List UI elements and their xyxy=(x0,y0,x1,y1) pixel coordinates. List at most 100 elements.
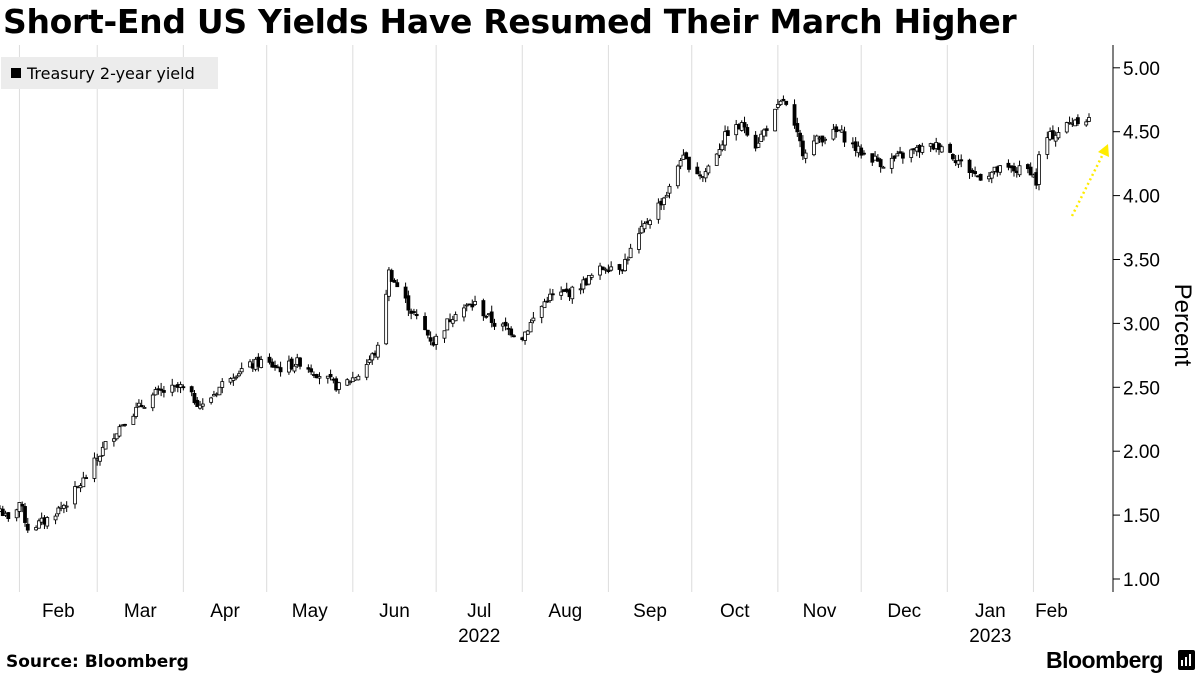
candle-body xyxy=(642,223,647,230)
candle-body xyxy=(570,286,575,300)
candle-body xyxy=(81,477,86,488)
candle-body xyxy=(484,315,489,318)
candle-body xyxy=(337,382,341,390)
candle-body xyxy=(178,384,183,388)
candle-body xyxy=(259,359,264,368)
candle-body xyxy=(698,174,702,177)
x-tick-label: Jun xyxy=(379,601,410,622)
candle-body xyxy=(714,153,719,166)
x-tick-label: May xyxy=(292,601,328,622)
candle-body xyxy=(384,293,389,345)
candle-body xyxy=(112,438,116,442)
candle-body xyxy=(1017,165,1022,176)
candle-body xyxy=(375,344,380,358)
candle-body xyxy=(317,376,322,379)
candle-body xyxy=(745,127,750,136)
y-tick-label: 4.50 xyxy=(1123,123,1160,144)
candle-body xyxy=(1025,164,1030,170)
candle-body xyxy=(356,375,361,381)
candle-body xyxy=(725,130,730,137)
candle-body xyxy=(503,321,508,327)
candle-body xyxy=(192,393,197,404)
y-axis-label: Percent xyxy=(1169,284,1196,367)
candle-body xyxy=(998,165,1003,173)
candle-body xyxy=(25,523,30,531)
candle-body xyxy=(781,98,786,101)
candle-body xyxy=(628,247,633,259)
candle-body xyxy=(559,291,564,296)
candle-body xyxy=(289,358,294,370)
candle-body xyxy=(445,318,450,331)
candle-body xyxy=(153,389,158,396)
candle-body xyxy=(348,381,352,384)
candle-body xyxy=(423,316,427,331)
x-axis: Feb Mar Apr May Jun Jul Aug Sep Oct Nov Dec Jan Feb 2… xyxy=(42,601,1068,647)
candle-body xyxy=(531,317,536,322)
candle-body xyxy=(425,329,430,336)
candle-body xyxy=(273,365,277,368)
candle-body xyxy=(881,166,886,169)
candle-body xyxy=(481,300,486,317)
candle-body xyxy=(667,185,672,194)
candle-body xyxy=(978,173,983,181)
candle-body xyxy=(775,103,780,108)
candle-body xyxy=(428,337,433,342)
candle-body xyxy=(492,322,497,327)
candle-body xyxy=(509,328,514,336)
candle-body xyxy=(314,374,319,379)
candle-body xyxy=(764,128,769,131)
candle-body xyxy=(131,415,136,425)
candle-body xyxy=(137,402,141,407)
candle-body xyxy=(403,286,408,299)
y-tick-label: 2.00 xyxy=(1123,442,1160,463)
candle-body xyxy=(606,270,611,272)
candle-body xyxy=(742,122,747,128)
candle-body xyxy=(364,364,369,378)
candle-body xyxy=(784,100,789,105)
candle-body xyxy=(839,129,844,133)
candle-body xyxy=(878,159,883,168)
candle-body xyxy=(489,311,494,323)
candle-body xyxy=(36,520,41,529)
candle-body xyxy=(23,506,27,523)
candle-body xyxy=(392,279,397,283)
candle-body xyxy=(512,335,516,338)
candle-body xyxy=(773,108,777,132)
candle-body xyxy=(637,233,641,250)
x-year-label: 2023 xyxy=(969,626,1011,647)
candle-body xyxy=(200,403,205,407)
x-tick-label: Jan xyxy=(975,601,1006,622)
y-tick-label: 1.50 xyxy=(1123,506,1160,527)
candle-body xyxy=(939,146,944,153)
candle-body xyxy=(803,152,808,159)
candle-body xyxy=(792,104,797,126)
candle-body xyxy=(367,359,372,363)
candle-body xyxy=(717,149,722,156)
candle-body xyxy=(1037,154,1041,185)
x-tick-label: Dec xyxy=(887,601,921,622)
candle-body xyxy=(231,377,236,381)
candle-body xyxy=(695,166,700,175)
candle-body xyxy=(64,505,69,508)
candle-body xyxy=(525,330,530,335)
candle-body xyxy=(198,404,202,409)
candle-body xyxy=(20,503,25,507)
candle-body xyxy=(34,527,39,531)
candle-body xyxy=(100,446,105,456)
candle-body xyxy=(237,373,241,377)
candle-body xyxy=(778,100,783,105)
candle-body xyxy=(389,270,394,282)
candle-body xyxy=(623,259,627,272)
candle-body xyxy=(753,134,758,149)
candle-body xyxy=(859,147,864,156)
x-tick-label: Oct xyxy=(720,601,750,622)
candle-body xyxy=(278,367,283,373)
candle-body xyxy=(442,330,447,339)
candle-body xyxy=(950,154,955,160)
candle-body xyxy=(920,145,925,153)
candle-body xyxy=(1028,166,1033,176)
candle-body xyxy=(309,368,314,373)
candle-body xyxy=(967,159,972,174)
candle-body xyxy=(548,293,552,301)
